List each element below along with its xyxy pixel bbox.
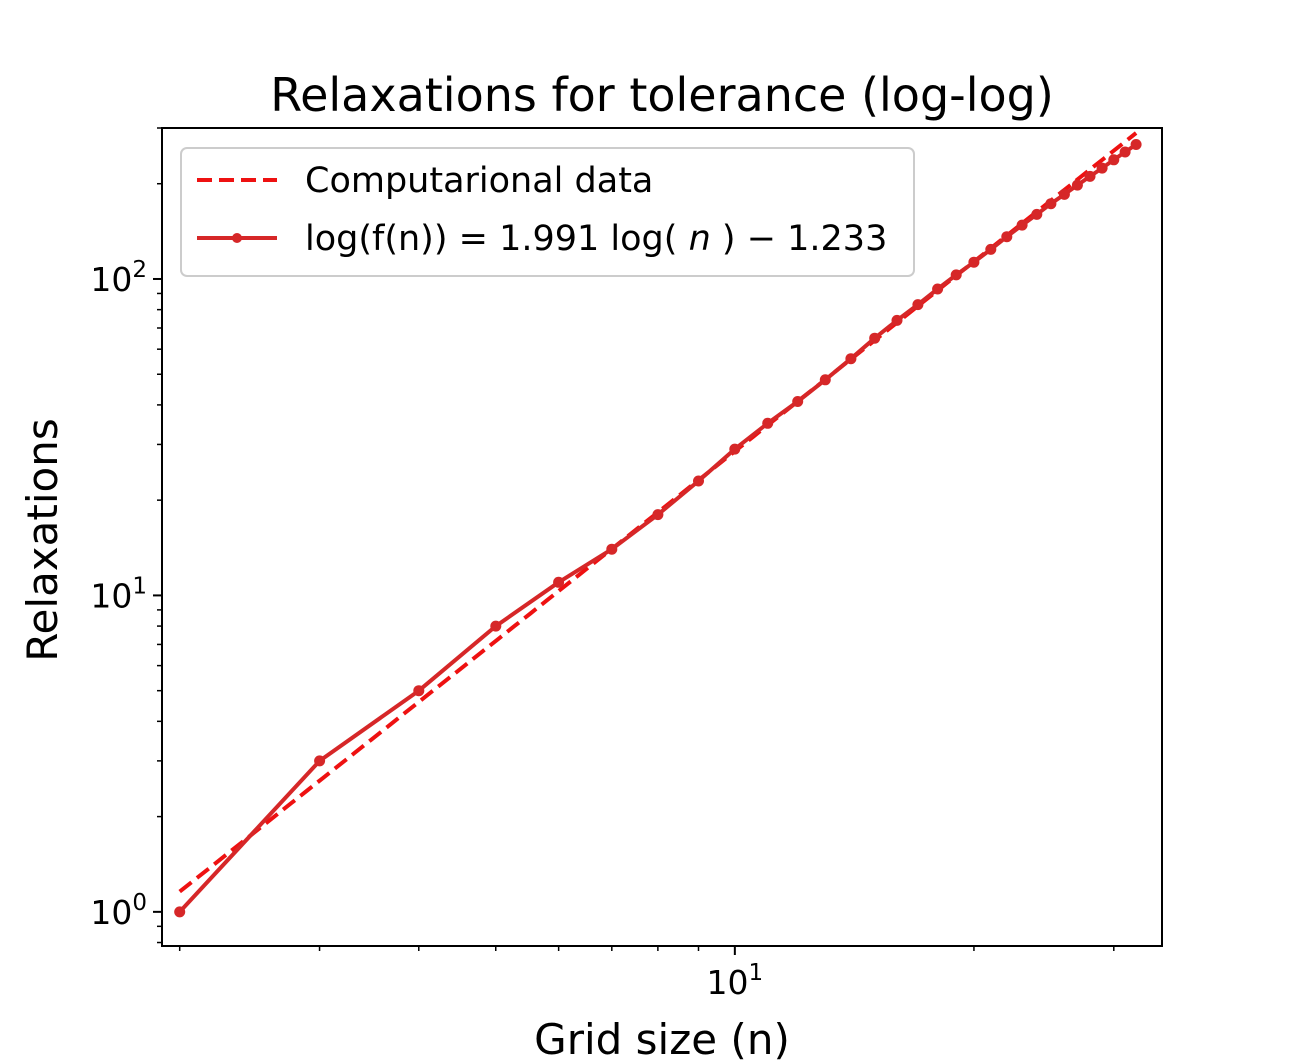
data-point: [762, 417, 774, 429]
data-point: [174, 906, 186, 918]
data-point: [1108, 154, 1120, 166]
data-point: [606, 543, 618, 555]
data-point: [1071, 179, 1083, 191]
legend-fit-lhs: log(f(n)): [305, 219, 447, 259]
data-point: [413, 685, 425, 697]
data-point: [693, 475, 704, 487]
data-point: [1058, 188, 1070, 200]
data-point: [729, 443, 741, 455]
data-point: [652, 509, 664, 521]
axes: [161, 127, 1163, 947]
data-point: [932, 283, 944, 295]
fit-series: [174, 139, 1142, 918]
data-point: [1084, 170, 1096, 182]
y-tick-label: 101: [90, 573, 147, 615]
data-point: [1096, 162, 1108, 174]
legend-box: [180, 147, 915, 277]
data-point: [1130, 139, 1142, 150]
legend-fit-term: 1.991 log(: [499, 219, 677, 259]
x-tick-label: 101: [707, 960, 764, 1002]
data-point: [869, 332, 881, 344]
data-point: [891, 314, 903, 326]
y-tick-label: 102: [90, 257, 147, 299]
data-point: [950, 269, 962, 281]
legend-fit-const: 1.233: [787, 219, 887, 259]
data-point: [819, 374, 831, 386]
legend-fit-var: n: [689, 219, 711, 259]
y-tick-label: 100: [90, 890, 147, 932]
data-point: [792, 396, 804, 407]
data-point: [1119, 146, 1131, 158]
y-tick-base: 10: [90, 576, 132, 615]
y-tick-exponent: 1: [132, 573, 147, 599]
legend: Computarional data log(f(n)) = 1.991 log…: [180, 147, 915, 277]
data-point: [845, 353, 857, 365]
data-point: [1016, 219, 1028, 231]
y-axis-label: Relaxations: [18, 418, 67, 661]
y-tick-base: 10: [90, 260, 132, 299]
legend-fit-eq: =: [459, 219, 499, 259]
y-tick-base: 10: [90, 893, 132, 932]
data-point: [1031, 208, 1043, 220]
legend-marker: [232, 233, 242, 243]
x-tick-exponent: 1: [749, 960, 764, 986]
legend-entry-fit: log(f(n)) = 1.991 log( n ) − 1.233: [305, 219, 887, 259]
legend-fit-minus: −: [747, 219, 787, 259]
y-tick-exponent: 0: [132, 890, 147, 916]
x-axis-label: Grid size (n): [534, 1015, 790, 1064]
data-point: [912, 299, 924, 311]
legend-entry-computational: Computarional data: [305, 161, 653, 201]
chart-title: Relaxations for tolerance (log-log): [270, 68, 1054, 122]
data-point: [1045, 198, 1057, 210]
data-point: [968, 256, 980, 268]
data-point: [314, 755, 326, 767]
plot-frame: [161, 127, 1163, 947]
legend-fit-close: ): [722, 219, 736, 259]
x-tick-base: 10: [707, 963, 749, 1002]
data-point: [490, 620, 502, 632]
y-tick-exponent: 2: [132, 257, 147, 283]
data-point: [1001, 231, 1013, 243]
data-point: [985, 243, 997, 255]
data-point: [553, 576, 565, 588]
